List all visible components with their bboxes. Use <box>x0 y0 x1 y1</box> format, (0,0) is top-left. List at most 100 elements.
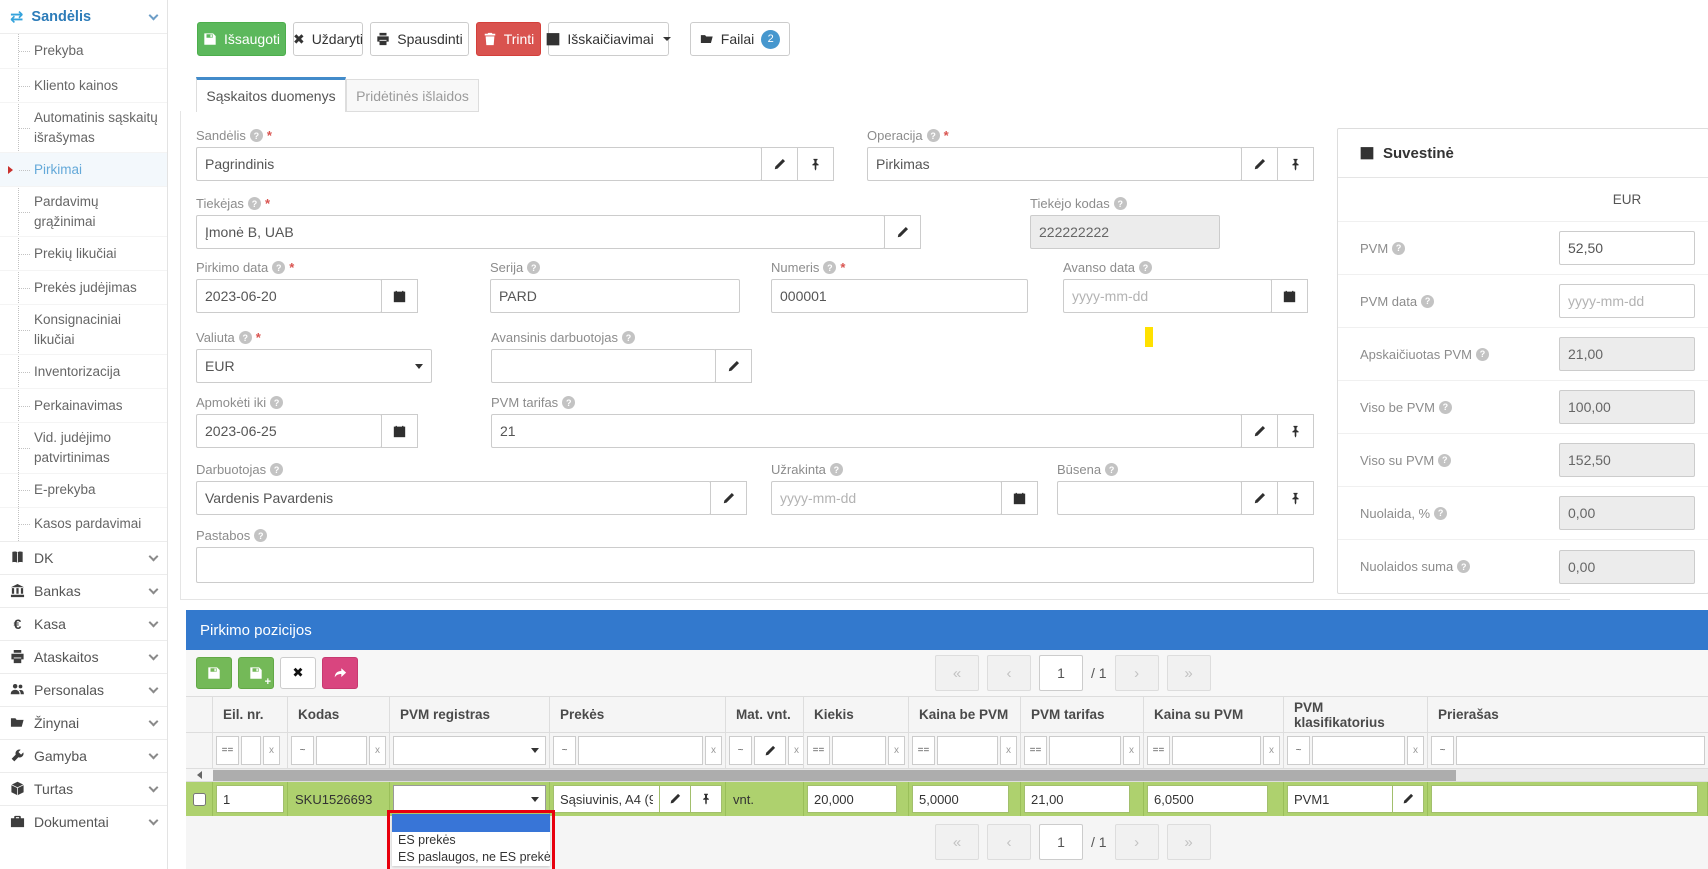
sidebar-item-prekyba[interactable]: Prekyba <box>0 34 167 68</box>
filter-clear-button[interactable]: x <box>263 736 280 765</box>
filter-select[interactable] <box>393 736 546 765</box>
sidebar-item-bankas[interactable]: Bankas <box>0 573 167 607</box>
sidebar-item-automatinis-saskaitu-israsymas[interactable]: Automatinis sąskaitų išrašymas <box>0 102 167 152</box>
filter-input[interactable] <box>1172 736 1261 765</box>
page-number-input[interactable] <box>1039 655 1083 691</box>
pvm-registras-select[interactable] <box>393 785 546 813</box>
pvm-tarifas-input[interactable] <box>491 414 1242 448</box>
sandelis-input[interactable] <box>196 147 762 181</box>
next-page-button[interactable]: › <box>1114 655 1159 691</box>
sidebar-item-dk[interactable]: DK <box>0 540 167 574</box>
filter-edit-button[interactable] <box>754 736 786 765</box>
sidebar-item-sandelis[interactable]: ⇄ Sandėlis <box>0 0 167 33</box>
column-header[interactable]: PVM registras <box>390 697 550 732</box>
column-header[interactable]: Kodas <box>288 697 390 732</box>
sidebar-item-gamyba[interactable]: Gamyba <box>0 738 167 772</box>
tiekejas-input[interactable] <box>196 215 885 249</box>
calendar-button[interactable] <box>1271 279 1308 313</box>
calendar-button[interactable] <box>381 279 418 313</box>
filter-op[interactable]: ~ <box>553 736 576 765</box>
sidebar-item-zinynai[interactable]: Žinynai <box>0 705 167 739</box>
column-header[interactable]: PVM klasifikatorius <box>1284 697 1428 732</box>
sidebar-item-dokumentai[interactable]: Dokumentai <box>0 804 167 838</box>
filter-clear-button[interactable]: x <box>369 736 386 765</box>
tab-pridetines-islaidos[interactable]: Pridėtinės išlaidos <box>346 79 479 112</box>
eil-nr-cell-input[interactable] <box>216 785 284 813</box>
row-cancel-button[interactable]: ✖ <box>280 657 316 689</box>
filter-op[interactable]: == <box>807 736 830 765</box>
filter-clear-button[interactable]: x <box>788 736 803 765</box>
print-button[interactable]: Spausdinti <box>370 22 469 56</box>
kiekis-cell-input[interactable] <box>807 785 897 813</box>
prev-page-button[interactable]: ‹ <box>987 824 1031 860</box>
sidebar-item-konsignaciniai-likuciai[interactable]: Konsignaciniai likučiai <box>0 304 167 354</box>
edit-button[interactable] <box>1241 147 1278 181</box>
apmoketi-iki-input[interactable] <box>196 414 382 448</box>
tab-saskaitos-duomenys[interactable]: Sąskaitos duomenys <box>196 77 346 112</box>
sidebar-item-pirkimai[interactable]: Pirkimai <box>0 152 167 187</box>
edit-button[interactable] <box>1392 785 1424 813</box>
sidebar-item-kliento-kainos[interactable]: Kliento kainos <box>0 68 167 102</box>
filter-clear-button[interactable]: x <box>1407 736 1424 765</box>
sidebar-item-personalas[interactable]: Personalas <box>0 672 167 706</box>
last-page-button[interactable]: » <box>1166 824 1211 860</box>
valiuta-select[interactable]: EUR <box>196 349 432 383</box>
sidebar-item-prekes-judejimas[interactable]: Prekės judėjimas <box>0 270 167 304</box>
pirkimo-data-input[interactable] <box>196 279 382 313</box>
filter-op[interactable]: ~ <box>729 736 752 765</box>
delete-button[interactable]: Trinti <box>476 22 541 56</box>
sidebar-item-ataskaitos[interactable]: Ataskaitos <box>0 639 167 673</box>
column-header[interactable]: Kaina be PVM <box>909 697 1021 732</box>
filter-clear-button[interactable]: x <box>705 736 722 765</box>
prev-page-button[interactable]: ‹ <box>987 655 1031 691</box>
edit-button[interactable] <box>884 215 921 249</box>
row-save-button[interactable] <box>196 657 232 689</box>
serija-input[interactable] <box>490 279 740 313</box>
filter-op[interactable]: == <box>912 736 935 765</box>
next-page-button[interactable]: › <box>1114 824 1159 860</box>
column-header[interactable]: Kaina su PVM <box>1144 697 1284 732</box>
filter-clear-button[interactable]: x <box>1000 736 1017 765</box>
filter-clear-button[interactable]: x <box>888 736 905 765</box>
filter-op[interactable]: ~ <box>1431 736 1454 765</box>
kaina-su-pvm-cell-input[interactable] <box>1147 785 1268 813</box>
edit-button[interactable] <box>710 481 747 515</box>
pin-button[interactable] <box>797 147 834 181</box>
pin-button[interactable] <box>1277 414 1314 448</box>
sidebar-item-perkainavimas[interactable]: Perkainavimas <box>0 388 167 422</box>
filter-op[interactable]: ~ <box>291 736 314 765</box>
avanso-data-input[interactable] <box>1063 279 1272 313</box>
last-page-button[interactable]: » <box>1166 655 1211 691</box>
avansinis-darbuotojas-input[interactable] <box>491 349 716 383</box>
edit-button[interactable] <box>1241 414 1278 448</box>
filter-clear-button[interactable]: x <box>1123 736 1140 765</box>
column-header[interactable]: PVM tarifas <box>1021 697 1144 732</box>
sidebar-item-pardavimu-grazinimai[interactable]: Pardavimų grąžinimai <box>0 186 167 236</box>
column-header[interactable]: Prekės <box>550 697 726 732</box>
edit-button[interactable] <box>1241 481 1278 515</box>
column-header[interactable]: Mat. vnt. <box>726 697 804 732</box>
sidebar-item-vid-judejimo-patvirtinimas[interactable]: Vid. judėjimo patvirtinimas <box>0 422 167 472</box>
column-header[interactable]: Kiekis <box>804 697 909 732</box>
numeris-input[interactable] <box>771 279 1028 313</box>
pvm-data-input[interactable] <box>1559 284 1695 318</box>
pvm-tarifas-cell-input[interactable] <box>1024 785 1130 813</box>
files-button[interactable]: Failai 2 <box>690 22 790 56</box>
pin-button[interactable] <box>1277 481 1314 515</box>
first-page-button[interactable]: « <box>935 655 979 691</box>
row-checkbox[interactable] <box>192 792 206 806</box>
dropdown-option[interactable]: ES paslaugos, ne ES prekės <box>398 850 550 864</box>
filter-input[interactable] <box>1456 736 1705 765</box>
filter-clear-button[interactable]: x <box>1263 736 1280 765</box>
pvm-klasifikatorius-cell-input[interactable] <box>1287 785 1393 813</box>
row-save-add-button[interactable]: + <box>238 657 274 689</box>
operacija-input[interactable] <box>867 147 1242 181</box>
dropdown-option[interactable]: ES prekės <box>398 833 456 847</box>
sidebar-item-turtas[interactable]: Turtas <box>0 771 167 805</box>
uzrakinta-input[interactable] <box>771 481 1002 515</box>
edit-button[interactable] <box>659 785 691 813</box>
sidebar-item-e-prekyba[interactable]: E-prekyba <box>0 472 167 507</box>
close-button[interactable]: ✖ Uždaryti <box>293 22 363 56</box>
prekes-cell-input[interactable] <box>553 785 660 813</box>
page-number-input[interactable] <box>1039 824 1083 860</box>
